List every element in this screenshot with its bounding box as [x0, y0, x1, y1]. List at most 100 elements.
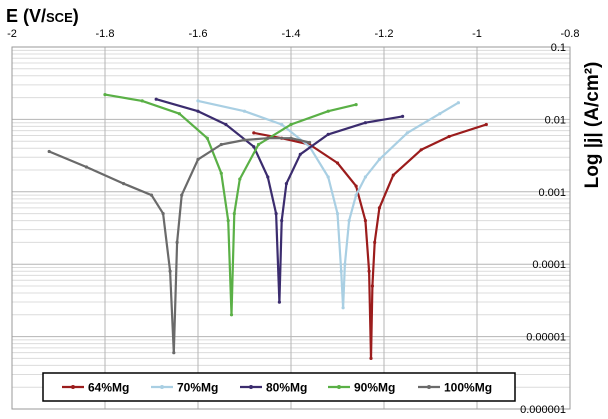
data-point	[140, 99, 144, 103]
data-point	[405, 131, 409, 135]
data-point	[377, 157, 381, 161]
data-point	[326, 109, 330, 113]
data-point	[224, 122, 228, 127]
x-axis-title: E (V/SCE)	[6, 6, 79, 26]
y-tick-label: 0.01	[545, 114, 566, 126]
series-line	[253, 123, 487, 360]
data-point	[363, 219, 367, 223]
y-tick-label: 0.0001	[532, 259, 566, 271]
data-point	[354, 103, 358, 107]
data-point	[343, 262, 347, 266]
data-point	[326, 132, 330, 136]
data-point	[84, 165, 88, 169]
data-point	[196, 99, 200, 103]
data-point	[284, 182, 288, 186]
data-point	[172, 351, 176, 355]
data-point	[484, 122, 488, 127]
legend-marker	[71, 385, 75, 389]
data-point	[370, 284, 374, 288]
x-axis-ticks: -2 -1.8 -1.6 -1.4 -1.2 -1 -0.8	[7, 28, 579, 40]
x-tick-label: -1.6	[189, 28, 208, 40]
y-axis-ticks: 0.000001 0.00001 0.0001 0.001 0.01 0.1	[520, 42, 566, 416]
legend-label: 100%Mg	[444, 381, 492, 395]
data-point	[341, 306, 345, 310]
data-point	[335, 161, 340, 165]
data-point	[229, 313, 234, 317]
legend-marker	[160, 385, 164, 389]
data-point	[289, 122, 293, 127]
data-point	[242, 109, 247, 113]
data-point	[373, 240, 377, 244]
data-point	[238, 177, 242, 181]
y-tick-label: 0.1	[551, 42, 566, 54]
data-point	[242, 138, 247, 142]
legend-label: 80%Mg	[266, 381, 307, 395]
data-point	[168, 269, 172, 273]
data-point	[280, 219, 284, 223]
data-point	[308, 140, 312, 145]
data-point	[177, 112, 181, 116]
legend-label: 70%Mg	[177, 381, 218, 395]
data-point	[354, 184, 358, 188]
data-point	[161, 212, 165, 216]
legend-marker	[427, 385, 431, 389]
data-point	[298, 152, 302, 156]
data-point	[256, 142, 261, 147]
y-tick-label: 0.001	[538, 187, 566, 199]
data-point	[226, 219, 230, 223]
x-tick-label: -1.2	[375, 28, 394, 40]
x-tick-label: -1	[472, 28, 482, 40]
legend-label: 64%Mg	[88, 381, 129, 395]
data-point	[289, 136, 293, 140]
legend-items: 64%Mg 70%Mg 80%Mg 90%Mg 100%Mg	[62, 381, 492, 395]
data-point	[149, 193, 154, 197]
data-point	[47, 149, 51, 154]
legend-marker	[249, 385, 253, 389]
series-lines	[47, 93, 488, 360]
data-point	[219, 142, 223, 147]
legend: 64%Mg 70%Mg 80%Mg 90%Mg 100%Mg	[42, 372, 516, 402]
data-point	[456, 101, 460, 105]
data-point	[266, 136, 270, 140]
data-point	[103, 93, 107, 97]
data-point	[196, 109, 200, 113]
data-point	[196, 157, 200, 161]
data-point	[205, 136, 209, 140]
data-point	[154, 97, 158, 101]
data-point	[401, 114, 405, 118]
legend-label: 90%Mg	[354, 381, 395, 395]
series-line	[197, 99, 459, 309]
x-tick-label: -1.4	[282, 28, 301, 40]
x-tick-label: -1.8	[96, 28, 115, 40]
y-tick-label: 0.000001	[520, 404, 566, 416]
grid-lines	[11, 47, 571, 410]
y-axis-title: Log |j| (A/cm²)	[582, 62, 603, 189]
data-point	[175, 240, 179, 244]
data-point	[447, 134, 451, 139]
y-tick-label: 0.00001	[526, 332, 566, 344]
data-point	[438, 112, 442, 116]
data-point	[122, 182, 126, 186]
data-point	[354, 193, 358, 197]
data-point	[347, 219, 351, 223]
data-point	[326, 175, 330, 179]
data-point	[377, 206, 381, 210]
data-point	[391, 173, 395, 177]
x-tick-label: -2	[7, 28, 17, 40]
data-point	[367, 269, 371, 273]
data-point	[339, 269, 343, 273]
x-tick-label: -0.8	[561, 28, 580, 40]
data-point	[280, 122, 284, 127]
data-point	[277, 300, 281, 304]
data-point	[363, 121, 367, 125]
data-point	[363, 175, 367, 179]
plot-frame	[11, 46, 571, 410]
data-point	[219, 171, 223, 175]
data-point	[252, 145, 256, 149]
data-point	[274, 212, 278, 216]
data-point	[369, 356, 373, 360]
data-point	[419, 148, 423, 152]
legend-marker	[337, 385, 341, 389]
data-point	[266, 175, 270, 179]
